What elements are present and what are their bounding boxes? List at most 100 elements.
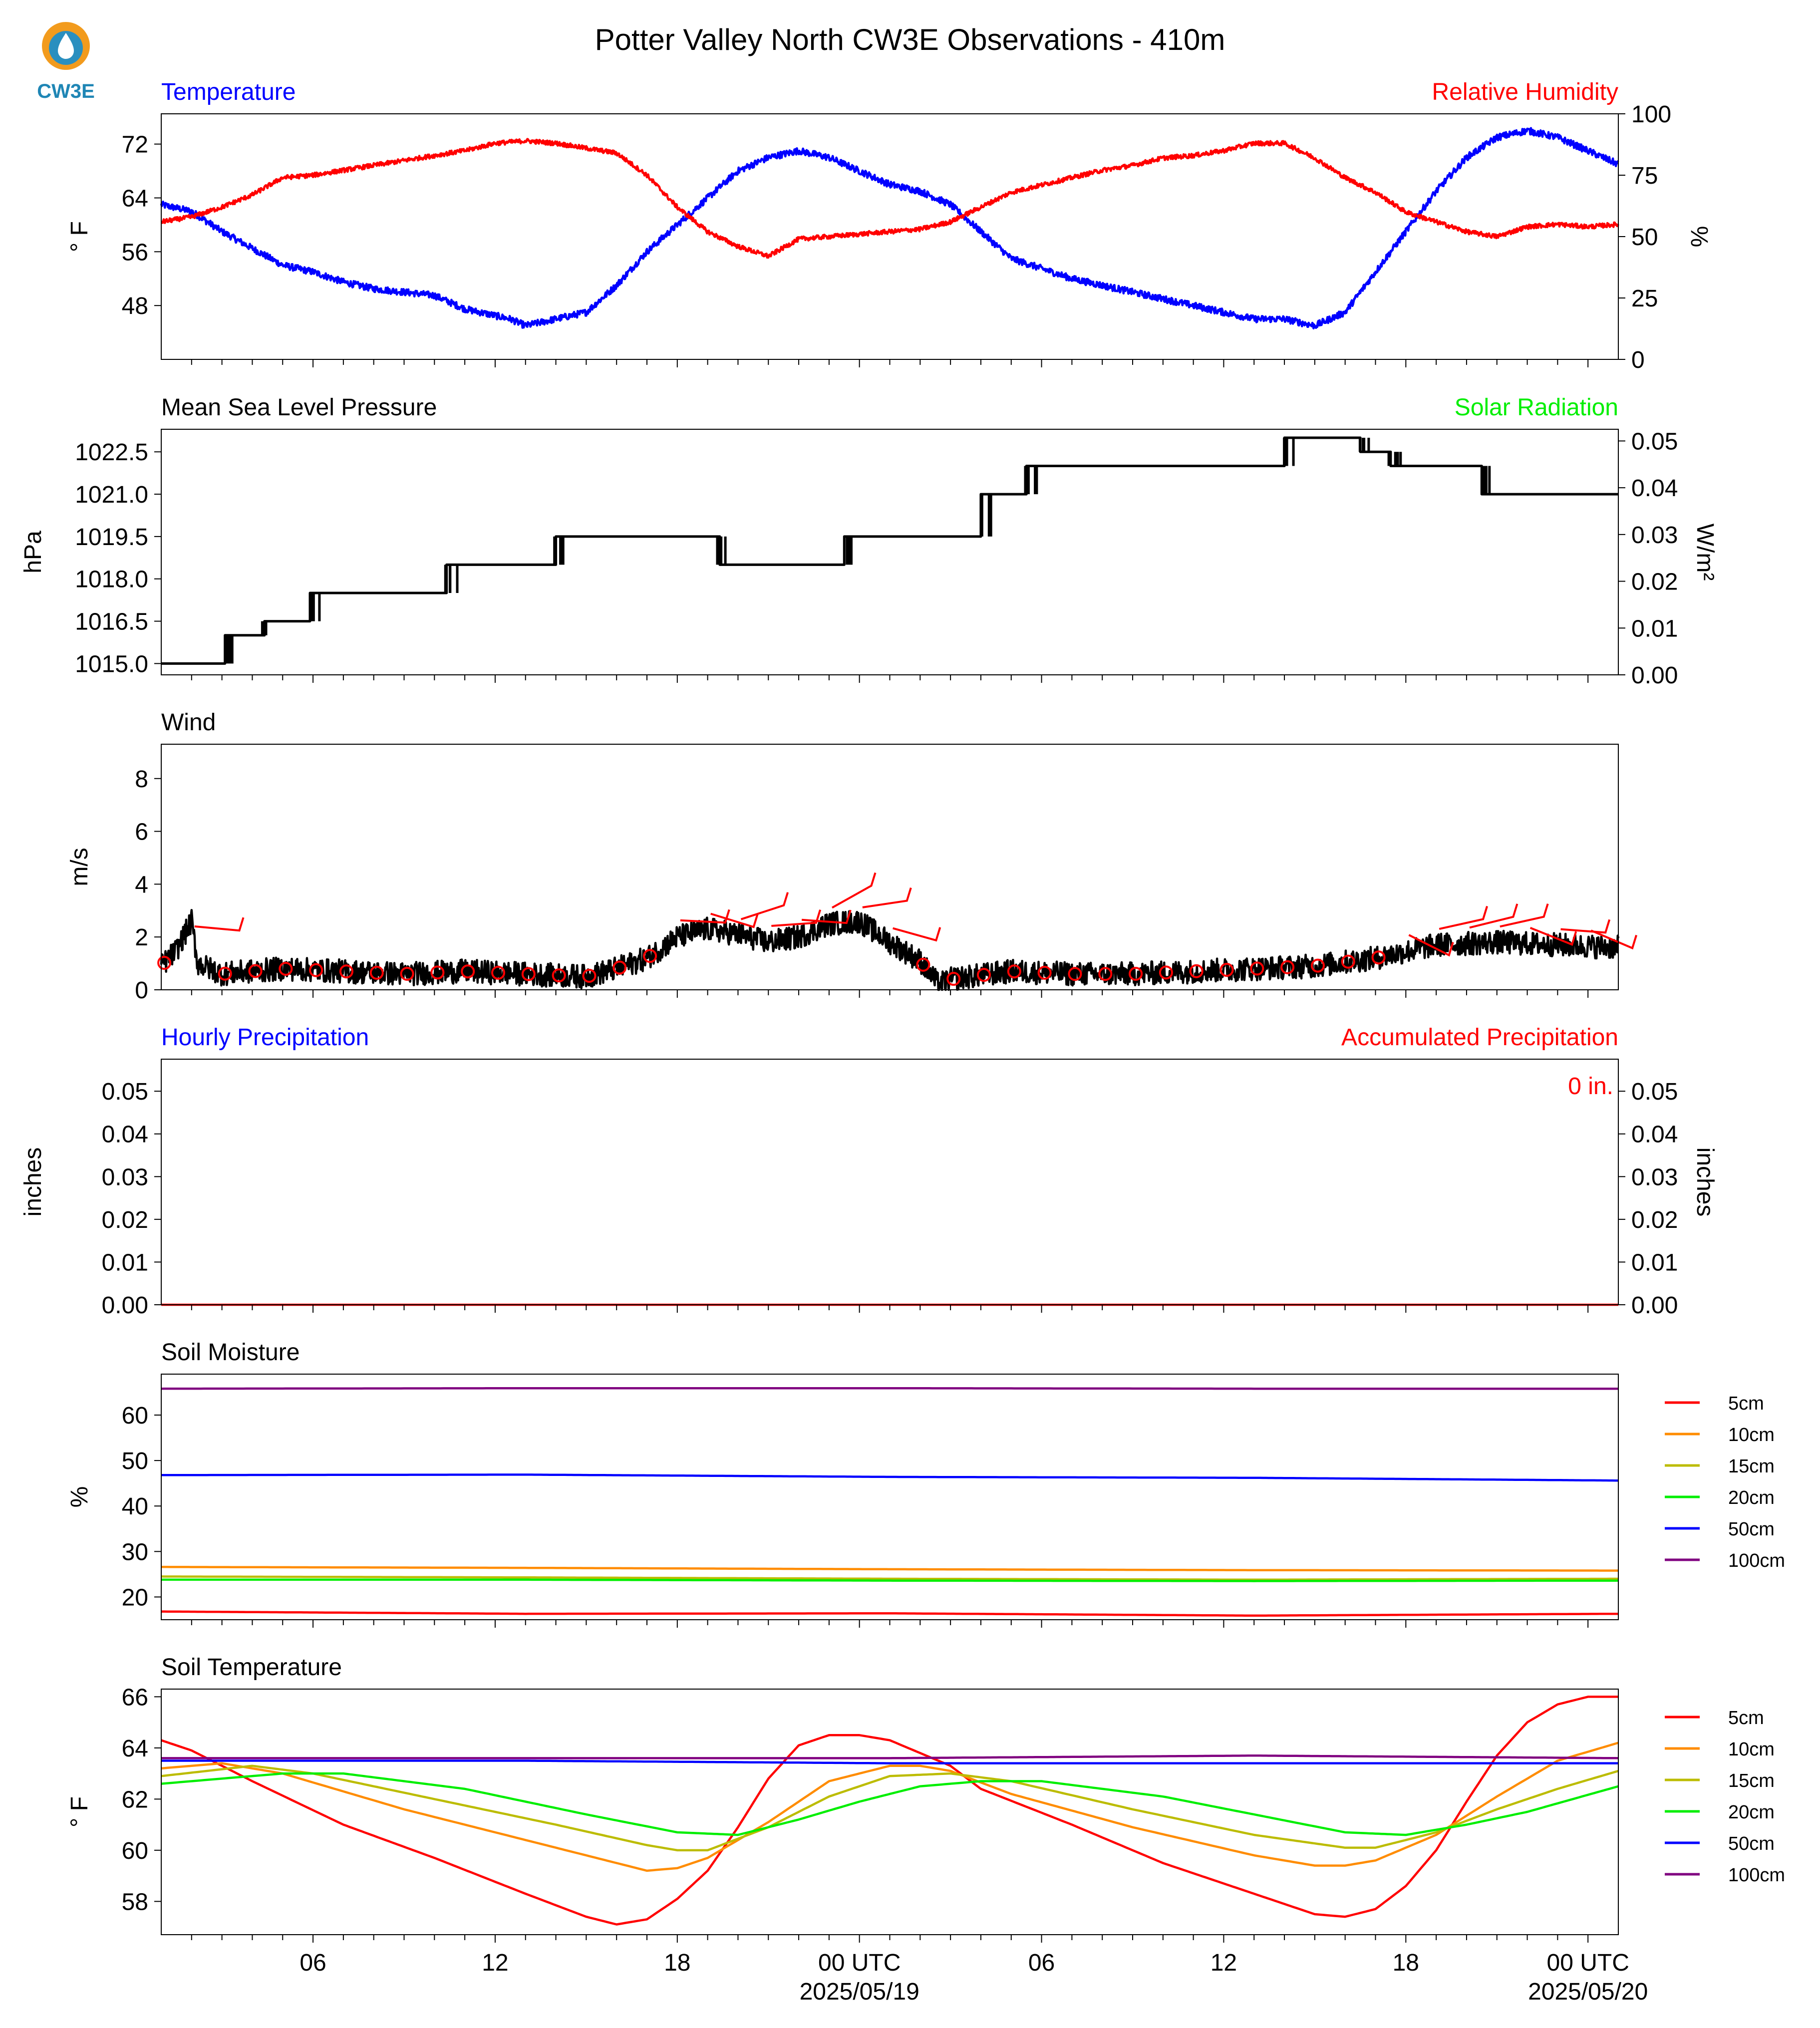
x-tick-label: 06 [300,1950,326,1976]
y-tick-label: 64 [122,1736,148,1762]
wind-calm-marker [552,968,566,983]
wind-barb [1529,927,1577,946]
wind-calm-marker [582,968,597,983]
y-tick-label: 1022.5 [75,439,148,466]
series-line-0 [161,436,1618,665]
y-tick-label-right: 0.04 [1631,1122,1678,1148]
plot-frame [161,1689,1619,1935]
y-axis-label: ° F [66,221,93,252]
y-axis-label: m/s [66,848,93,886]
y-tick-label: 0.05 [102,1079,148,1105]
panel-title-left: Hourly Precipitation [161,1024,369,1051]
wind-barb [194,917,245,932]
x-tick-label: 06 [1028,1950,1055,1976]
panel-title-left: Mean Sea Level Pressure [161,394,437,421]
y-tick-label-right: 0 [1631,347,1645,373]
wind-barb [710,912,759,928]
y-tick-label: 66 [122,1684,148,1711]
y-tick-label: 60 [122,1403,148,1429]
wind-calm-marker [157,956,172,970]
legend-label: 20cm [1728,1487,1775,1508]
y-tick-label-right: 100 [1631,101,1671,128]
wind-barb [1469,903,1518,929]
series-line-1 [160,138,1619,259]
y-tick-label-right: 75 [1631,163,1658,189]
series-line-5cm [161,1696,1618,1926]
y-tick-label-right: 0.05 [1631,1079,1678,1105]
wind-calm-marker [491,965,506,980]
wind-calm-marker [1310,958,1325,973]
y-axis-label-right: % [1686,226,1712,248]
wind-calm-marker [400,966,414,981]
wind-calm-marker [461,964,475,979]
y-tick-label: 1016.5 [75,609,148,635]
wind-barb [680,909,730,924]
y-tick-label: 1021.0 [75,482,148,508]
legend-label: 10cm [1728,1425,1775,1446]
wind-barb [771,909,822,927]
wind-calm-marker [430,965,445,980]
wind-calm-marker [1068,967,1082,981]
wind-calm-marker [1341,954,1355,969]
accumulated-total-label: 0 in. [1568,1073,1613,1100]
wind-calm-marker [1007,964,1021,979]
x-tick-label: 12 [482,1950,508,1976]
y-axis-label: ° F [66,1796,93,1827]
x-tick-label: 00 UTC [1547,1950,1629,1976]
panel-soil_moisture: Soil Moisture2030405060%5cm10cm15cm20cm5… [66,1339,1785,1628]
x-tick-label: 00 UTC [818,1950,901,1976]
wind-calm-marker [248,964,263,978]
wind-barb [1560,919,1611,934]
panel-title-right: Accumulated Precipitation [1341,1024,1618,1051]
y-tick-label: 0 [135,977,148,1004]
legend-label: 5cm [1728,1393,1764,1414]
series-line-100cm [161,1387,1618,1390]
plot-frame [161,1059,1619,1305]
cw3e-logo: CW3E [37,22,95,102]
wind-barb [801,909,852,924]
legend: 5cm 10cm 15cm 20cm 50cm 100cm [1665,1708,1785,1886]
y-tick-label: 40 [122,1493,148,1520]
panel-title-left: Soil Temperature [161,1654,342,1681]
panel-soil_temperature: Soil Temperature 58 60 62 64 66 ° F 5cm 10cm 15cm… [66,1654,1785,1943]
y-tick-label: 72 [122,132,148,158]
y-tick-label-right: 0.00 [1631,1292,1678,1319]
y-tick-label: 50 [122,1448,148,1474]
series-line-0 [160,909,1620,991]
legend-label: 20cm [1728,1802,1775,1823]
series-line-5cm [161,1610,1618,1617]
wind-calm-marker [1098,967,1113,981]
legend-label: 50cm [1728,1833,1775,1854]
y-tick-label-right: 0.04 [1631,475,1678,502]
y-axis-label-right: inches [1692,1148,1718,1217]
wind-calm-marker [279,961,293,976]
y-axis-label: % [66,1486,93,1508]
y-tick-label-right: 0.00 [1631,662,1678,689]
y-axis-label: hPa [20,531,46,574]
panel-title-left: Soil Moisture [161,1339,300,1366]
series-line-50cm [161,1759,1618,1764]
x-date-label: 2025/05/19 [800,1979,919,2005]
y-tick-label: 0.04 [102,1122,148,1148]
wind-barb [740,892,789,920]
panel-title-left: Wind [161,709,216,736]
series-line-10cm [161,1566,1618,1572]
y-axis-label-right: W/m² [1692,524,1718,581]
y-tick-label-right: 25 [1631,286,1658,312]
wind-calm-marker [1280,960,1295,974]
y-tick-label-right: 0.02 [1631,1207,1678,1233]
wind-barb [862,887,912,908]
wind-calm-marker [339,964,353,979]
panel-precip: Hourly Precipitation Accumulated Precipit… [20,1024,1718,1319]
y-tick-label: 20 [122,1584,148,1611]
wind-calm-marker [1159,965,1173,980]
series-line-0 [160,127,1619,329]
x-tick-label: 18 [1393,1950,1419,1976]
x-date-label: 2025/05/20 [1528,1979,1648,2005]
legend-label: 15cm [1728,1456,1775,1477]
y-tick-label-right: 0.02 [1631,569,1678,595]
legend-label: 10cm [1728,1739,1775,1760]
wind-calm-marker [1250,961,1264,976]
y-tick-label: 1018.0 [75,567,148,593]
y-tick-label: 0.03 [102,1164,148,1190]
